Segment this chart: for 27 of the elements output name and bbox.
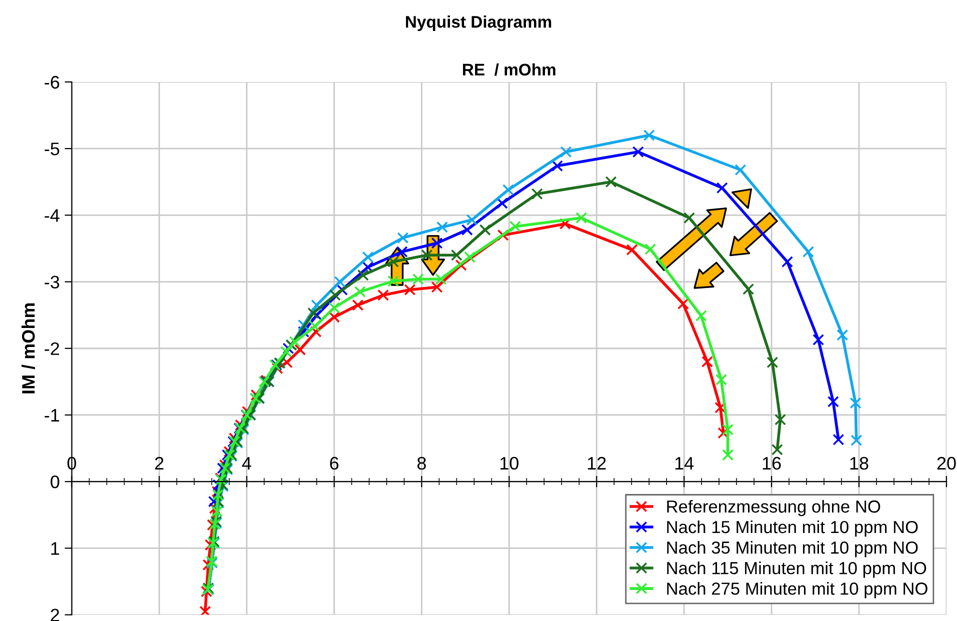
- y-axis-title: IM / mOhm: [22, 303, 35, 394]
- x-tick-label: 16: [762, 456, 781, 470]
- x-tick-label: 2: [155, 456, 164, 470]
- legend-label: Referenzmessung ohne NO: [667, 500, 880, 516]
- y-tick-label: -2: [44, 342, 60, 355]
- legend-label: Nach 15 Minuten mit 10 ppm NO: [667, 520, 918, 537]
- x-tick-label: 14: [675, 457, 694, 470]
- x-tick-label: 12: [588, 456, 606, 470]
- legend-label: Nach 115 Minuten mit 10 ppm NO: [667, 562, 926, 578]
- y-tick-label: -4: [44, 209, 60, 222]
- x-tick-label: 6: [330, 456, 338, 470]
- y-tick-label: -3: [44, 276, 60, 288]
- x-axis-title: RE / mOhm: [463, 63, 556, 76]
- chart-title: Nyquist Diagramm: [406, 16, 552, 32]
- y-tick-label: -5: [44, 142, 60, 156]
- y-tick-label: -1: [44, 409, 60, 422]
- x-tick-label: 18: [850, 456, 868, 470]
- x-tick-label: 10: [500, 456, 518, 470]
- x-tick-label: 8: [417, 456, 426, 470]
- y-tick-label: 2: [50, 608, 60, 621]
- x-tick-label: 20: [937, 456, 956, 470]
- legend-label: Nach 275 Minuten mit 10 ppm NO: [667, 582, 928, 598]
- y-tick-label: 0: [50, 476, 60, 488]
- y-tick-label: 1: [51, 542, 60, 555]
- x-tick-label: 4: [242, 457, 252, 470]
- y-tick-label: -6: [44, 76, 60, 89]
- legend-label: Nach 35 Minuten mit 10 ppm NO: [667, 541, 918, 558]
